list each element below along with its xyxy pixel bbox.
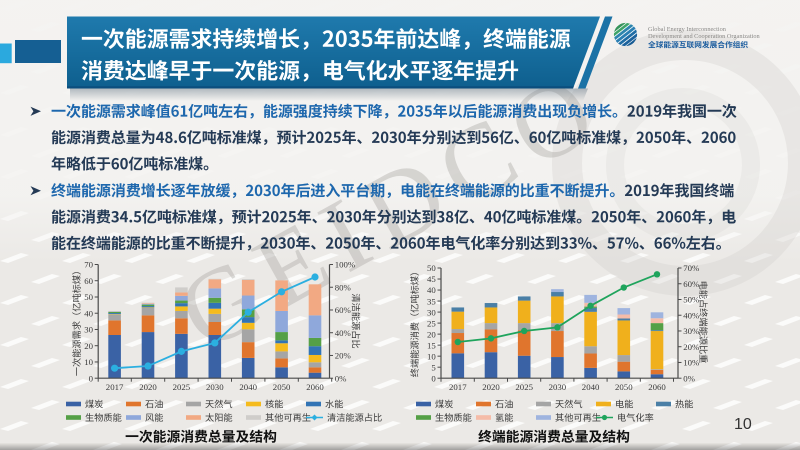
svg-text:2020: 2020 (139, 382, 157, 392)
svg-text:60: 60 (84, 276, 93, 286)
svg-text:50%: 50% (683, 295, 700, 305)
svg-text:2040: 2040 (582, 382, 600, 392)
svg-text:70: 70 (84, 260, 93, 270)
svg-text:40: 40 (84, 308, 93, 318)
svg-text:0%: 0% (335, 373, 347, 383)
svg-text:20%: 20% (335, 351, 352, 361)
svg-text:20: 20 (84, 341, 93, 351)
svg-text:15: 15 (427, 340, 436, 350)
svg-text:0%: 0% (683, 373, 695, 383)
svg-text:35: 35 (427, 296, 436, 306)
svg-text:2050: 2050 (615, 382, 633, 392)
svg-text:5: 5 (431, 362, 436, 372)
svg-text:2025: 2025 (173, 382, 191, 392)
svg-text:Global Energy Interconnection: Global Energy Interconnection (648, 26, 727, 33)
svg-text:40%: 40% (683, 310, 700, 320)
svg-text:10%: 10% (683, 358, 700, 368)
svg-text:2030: 2030 (206, 382, 224, 392)
svg-text:20: 20 (427, 329, 436, 339)
svg-text:40: 40 (427, 285, 436, 295)
svg-text:2030: 2030 (549, 382, 567, 392)
svg-text:30%: 30% (683, 326, 700, 336)
svg-text:2020: 2020 (482, 382, 500, 392)
svg-text:50: 50 (84, 292, 93, 302)
svg-text:100%: 100% (335, 260, 356, 270)
svg-text:70%: 70% (683, 263, 700, 273)
svg-text:20%: 20% (683, 342, 700, 352)
svg-text:45: 45 (427, 274, 436, 284)
svg-text:2050: 2050 (273, 382, 291, 392)
svg-text:2060: 2060 (648, 382, 666, 392)
svg-text:0: 0 (431, 373, 436, 383)
svg-text:Development and Cooperation Or: Development and Cooperation Organization (648, 33, 760, 40)
svg-text:10: 10 (734, 416, 752, 433)
svg-text:80%: 80% (335, 282, 352, 292)
svg-text:2060: 2060 (306, 382, 324, 392)
svg-text:25: 25 (427, 318, 436, 328)
svg-text:2017: 2017 (449, 382, 467, 392)
svg-text:40%: 40% (335, 328, 352, 338)
svg-text:10: 10 (84, 357, 93, 367)
svg-text:2040: 2040 (239, 382, 257, 392)
svg-text:30: 30 (427, 307, 436, 317)
svg-text:60%: 60% (335, 305, 352, 315)
svg-text:60%: 60% (683, 279, 700, 289)
svg-text:2025: 2025 (515, 382, 533, 392)
svg-text:30: 30 (84, 325, 93, 335)
svg-text:2017: 2017 (106, 382, 124, 392)
svg-text:10: 10 (427, 351, 436, 361)
svg-text:50: 50 (427, 263, 436, 273)
svg-text:0: 0 (89, 373, 94, 383)
